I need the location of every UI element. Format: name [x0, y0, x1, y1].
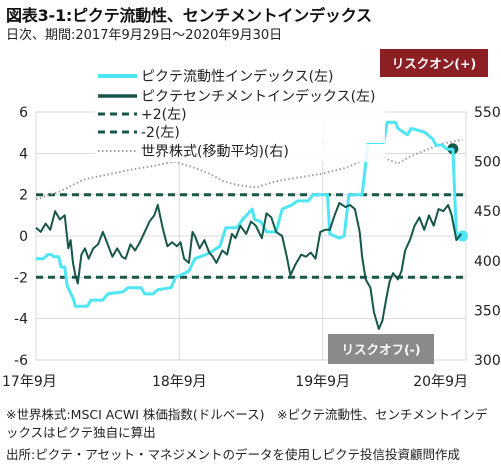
y-left-tick-label: 6	[19, 105, 28, 121]
x-tick-label: 18年9月	[152, 374, 207, 390]
y-right-tick-label: 300	[474, 353, 501, 369]
legend-bg	[95, 107, 385, 125]
legend: ピクテ流動性インデックス(左) ピクテセンチメントインデックス(左) +2(左) -2…	[95, 68, 385, 162]
series-world-equity-line	[35, 138, 463, 201]
y-right-tick-label: 400	[474, 254, 501, 270]
y-left-tick-label: -4	[14, 312, 28, 328]
y-left-tick-label: -2	[14, 270, 28, 286]
sentiment-series-layer	[35, 201, 462, 330]
risk-on-badge	[380, 49, 488, 77]
y-right-tick-label: 500	[474, 155, 501, 171]
tick-labels: -6 -4 -2 0 2 4 6 300 350 400 450 500 550 17年9月 18年9月 19…	[2, 105, 501, 390]
y-right-tick-label: 450	[474, 204, 501, 220]
y-right-tick-label: 550	[474, 105, 501, 121]
legend-bg	[95, 144, 385, 162]
risk-off-badge	[328, 334, 434, 364]
liquidity-end-marker	[456, 230, 468, 242]
legend-bg	[95, 89, 385, 107]
x-tick-label: 19年9月	[295, 374, 350, 390]
legend-bg	[95, 125, 385, 143]
legend-label: ピクテ流動性インデックス(左)	[141, 68, 334, 85]
legend-label: -2(左)	[141, 125, 180, 141]
y-right-tick-label: 350	[474, 303, 501, 319]
page-subtitle: 日次、期間:2017年9月29日～2020年9月30日	[6, 28, 283, 43]
y-left-tick-label: -6	[14, 353, 28, 369]
legend-label: +2(左)	[141, 107, 187, 123]
series-liquidity-line	[36, 120, 463, 308]
legend-label: ピクテセンチメントインデックス(左)	[141, 88, 376, 105]
footnote-note: ※世界株式:MSCI ACWI 株価指数(ドルベース) ※ピクテ流動性、センチメ…	[6, 407, 488, 440]
legend-bg	[95, 69, 385, 87]
risk-on-label: リスクオン(+)	[392, 56, 476, 71]
chart: ピクテ流動性インデックス(左) ピクテセンチメントインデックス(左) +2(左) -2…	[2, 49, 501, 390]
x-tick-label: 20年9月	[413, 374, 468, 390]
series-sentiment-line	[35, 201, 462, 330]
x-tick-label: 17年9月	[2, 374, 57, 390]
liquidity-series-layer	[36, 120, 468, 308]
footnote-source: 出所:ピクテ・アセット・マネジメントのデータを使用しピクテ投信投資顧問作成	[6, 447, 460, 462]
risk-off-label: リスクオフ(-)	[341, 342, 420, 357]
page-title: 図表3-1:ピクテ流動性、センチメントインデックス	[6, 6, 372, 25]
y-left-tick-label: 2	[19, 188, 28, 204]
legend-label: 世界株式(移動平均)(右)	[141, 144, 289, 160]
y-left-tick-label: 0	[19, 229, 28, 245]
y-left-tick-label: 4	[19, 146, 28, 162]
